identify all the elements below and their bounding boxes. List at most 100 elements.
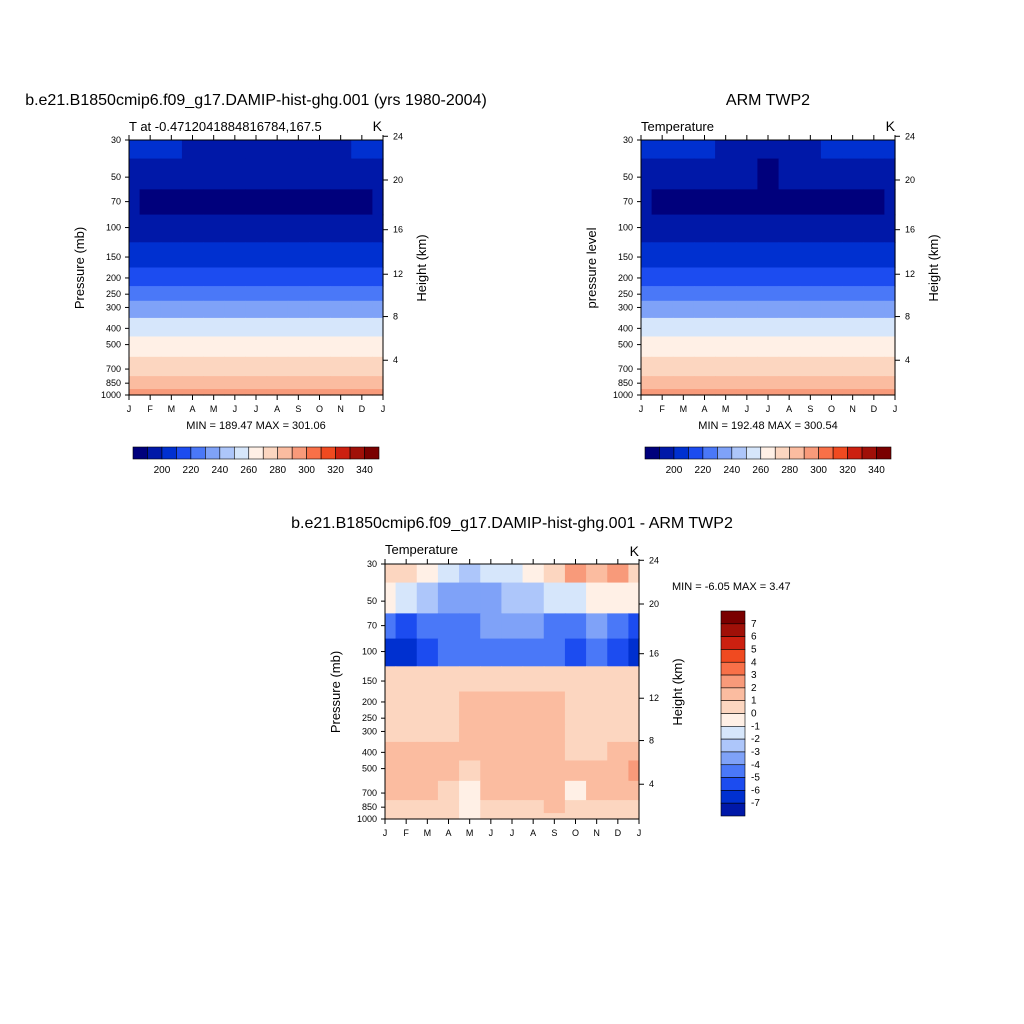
contour-cell bbox=[129, 242, 141, 269]
contour-cell bbox=[372, 242, 384, 269]
colorbar-label: 0 bbox=[751, 709, 757, 720]
contour-cell bbox=[245, 389, 268, 396]
contour-cell bbox=[308, 300, 331, 319]
contour-cell bbox=[308, 376, 331, 390]
contour-cell bbox=[395, 564, 418, 584]
contour-cell bbox=[459, 724, 481, 743]
contour-cell bbox=[287, 140, 310, 160]
contour-cell bbox=[543, 780, 566, 801]
contour-cell bbox=[641, 336, 653, 358]
contour-cell bbox=[203, 189, 225, 216]
contour-cell bbox=[607, 741, 630, 762]
contour-cell bbox=[715, 189, 737, 216]
colorbar-box bbox=[147, 446, 163, 460]
colorbar-box bbox=[720, 802, 746, 817]
contour-cell bbox=[501, 780, 524, 801]
contour-cell bbox=[160, 189, 183, 216]
contour-cell bbox=[641, 376, 653, 390]
contour-cell bbox=[820, 389, 843, 396]
contour-cell bbox=[607, 564, 630, 584]
y-tick-label: 400 bbox=[106, 323, 121, 333]
contour-cell bbox=[437, 800, 460, 814]
contour-cell bbox=[351, 189, 374, 216]
y-tick-label: 850 bbox=[106, 378, 121, 388]
contour-cell bbox=[778, 356, 801, 377]
contour-cell bbox=[693, 286, 716, 302]
contour-cell bbox=[395, 638, 418, 667]
contour-cell bbox=[266, 356, 289, 377]
contour-cell bbox=[139, 214, 162, 243]
contour-cell bbox=[757, 214, 780, 243]
contour-cell bbox=[651, 158, 674, 190]
contour-cell bbox=[224, 140, 247, 160]
x-tick-label: D bbox=[871, 404, 878, 414]
colorbar-label: 200 bbox=[154, 465, 171, 476]
units-label: K bbox=[630, 543, 640, 559]
y-tick-label: 850 bbox=[362, 802, 377, 812]
contour-cell bbox=[693, 356, 716, 377]
contour-cell bbox=[884, 158, 896, 190]
contour-cell bbox=[651, 300, 674, 319]
contour-cell bbox=[330, 267, 352, 287]
contour-cell bbox=[715, 158, 737, 190]
contour-cell bbox=[586, 666, 608, 693]
y-tick-label: 250 bbox=[106, 289, 121, 299]
colorbar-label: 280 bbox=[269, 465, 286, 476]
contour-cell bbox=[672, 286, 695, 302]
x-tick-label: M bbox=[466, 828, 474, 838]
y-right-tick-label: 12 bbox=[905, 269, 915, 279]
contour-cell bbox=[245, 376, 268, 390]
colorbar-box bbox=[720, 764, 746, 778]
colorbar-box bbox=[745, 446, 762, 460]
contour-cell bbox=[672, 300, 695, 319]
contour-cell bbox=[820, 140, 843, 160]
contour-cell bbox=[564, 691, 587, 711]
contour-cell bbox=[224, 158, 247, 190]
y-right-tick-label: 24 bbox=[905, 131, 915, 141]
contour-cell bbox=[641, 389, 653, 396]
contour-cell bbox=[501, 638, 524, 667]
contour-cell bbox=[651, 267, 674, 287]
x-tick-label: A bbox=[445, 828, 451, 838]
contour-cell bbox=[501, 760, 524, 782]
contour-cell bbox=[693, 336, 716, 358]
contour-cell bbox=[586, 724, 608, 743]
contour-cell bbox=[139, 242, 162, 269]
contour-cell bbox=[385, 760, 397, 782]
contour-cell bbox=[139, 140, 162, 160]
contour-cell bbox=[501, 813, 524, 820]
contour-cell bbox=[522, 780, 545, 801]
panel-subtitle: Temperature bbox=[385, 542, 458, 557]
y-axis-right-label: Height (km) bbox=[670, 658, 685, 725]
contour-cell bbox=[139, 189, 162, 216]
contour-cell bbox=[203, 300, 225, 319]
colorbar-box bbox=[789, 446, 805, 460]
contour-cell bbox=[372, 376, 384, 390]
contour-cell bbox=[543, 813, 566, 820]
y-tick-label: 50 bbox=[367, 596, 377, 606]
contour-cell bbox=[715, 214, 737, 243]
contour-cell bbox=[437, 613, 460, 640]
contour-cell bbox=[522, 638, 545, 667]
contour-cell bbox=[266, 158, 289, 190]
colorbar-box bbox=[702, 446, 718, 460]
contour-cell bbox=[372, 300, 384, 319]
contour-cell bbox=[129, 214, 141, 243]
contour-cell bbox=[884, 140, 896, 160]
contour-cell bbox=[693, 389, 716, 396]
contour-cell bbox=[863, 267, 886, 287]
contour-cell bbox=[672, 242, 695, 269]
contour-cell bbox=[480, 724, 503, 743]
contour-cell bbox=[459, 760, 481, 782]
contour-cell bbox=[416, 638, 439, 667]
contour-cell bbox=[628, 780, 640, 801]
contour-cell bbox=[799, 267, 822, 287]
y-tick-label: 500 bbox=[106, 340, 121, 350]
contour-cell bbox=[129, 376, 141, 390]
contour-cell bbox=[799, 336, 822, 358]
contour-cell bbox=[437, 666, 460, 693]
colorbar-box bbox=[803, 446, 819, 460]
contour-cell bbox=[522, 813, 545, 820]
x-tick-label: D bbox=[359, 404, 366, 414]
contour-cell bbox=[266, 214, 289, 243]
